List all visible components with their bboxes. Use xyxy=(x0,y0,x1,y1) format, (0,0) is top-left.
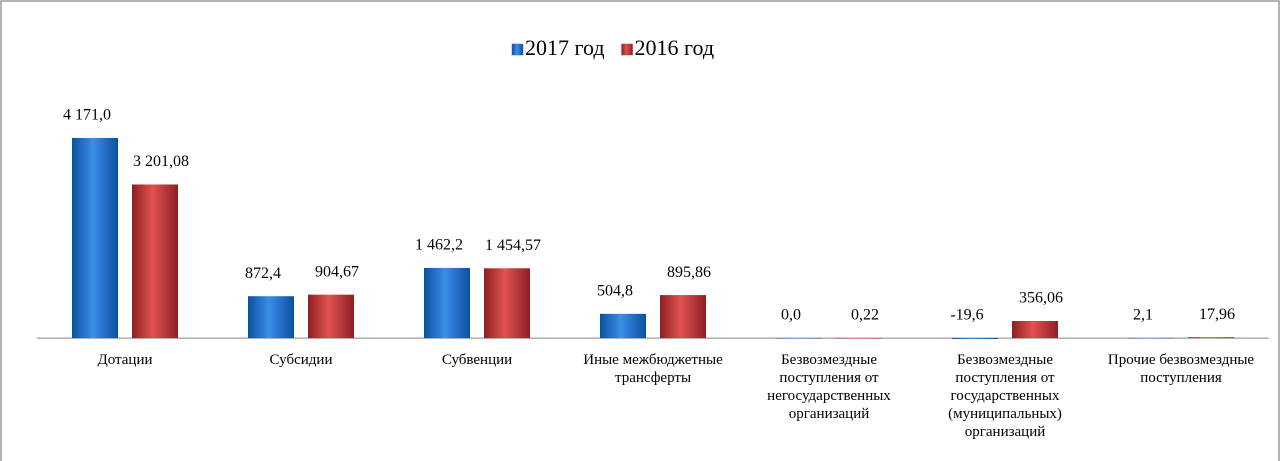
bar xyxy=(72,137,118,339)
x-tick-label: Субсидии xyxy=(269,352,333,369)
data-label: 1 454,57 xyxy=(485,237,541,254)
bar xyxy=(1128,337,1174,339)
data-label: 904,67 xyxy=(315,263,359,280)
legend-label: 2017 год xyxy=(525,35,605,60)
bar xyxy=(132,184,178,339)
bar xyxy=(1012,320,1058,339)
data-label: 2,1 xyxy=(1133,307,1153,324)
bar xyxy=(1188,337,1234,339)
bar xyxy=(484,268,530,339)
x-tick-label: Безвозмездные поступления от негосударст… xyxy=(767,352,891,423)
data-label: 895,86 xyxy=(667,264,711,281)
legend-swatch xyxy=(621,43,633,56)
x-tick-label: Иные межбюджетные трансферты xyxy=(583,352,723,387)
data-label: 0,0 xyxy=(781,307,801,324)
x-tick-label: Безвозмездные поступления от государстве… xyxy=(948,352,1062,441)
data-label: 872,4 xyxy=(245,265,281,282)
bar xyxy=(660,295,706,339)
legend-swatch xyxy=(511,43,524,56)
bar xyxy=(952,338,998,340)
data-label: 3 201,08 xyxy=(133,153,189,170)
data-label: 4 171,0 xyxy=(63,107,111,124)
bar xyxy=(424,267,470,339)
bar xyxy=(776,338,822,339)
x-tick-label: Прочие безвозмездные поступления xyxy=(1107,352,1255,387)
data-label: 1 462,2 xyxy=(415,237,463,254)
legend-label: 2016 год xyxy=(635,35,715,60)
bar xyxy=(836,338,882,339)
bar xyxy=(600,313,646,339)
bar xyxy=(308,294,354,339)
x-tick-label: Дотации xyxy=(97,352,153,369)
x-tick-label: Субвенции xyxy=(441,352,513,369)
data-label: 356,06 xyxy=(1019,290,1063,307)
data-label: 17,96 xyxy=(1199,306,1235,323)
bar xyxy=(248,296,294,339)
data-label: -19,6 xyxy=(950,307,983,324)
data-label: 504,8 xyxy=(597,283,633,300)
data-label: 0,22 xyxy=(851,307,879,324)
